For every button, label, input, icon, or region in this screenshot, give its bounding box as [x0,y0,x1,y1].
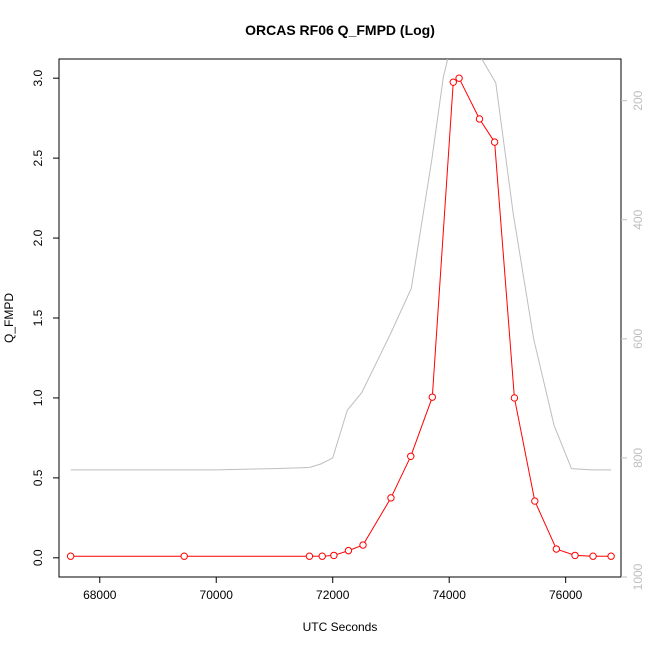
y-tick-label: 3.0 [31,70,45,87]
data-point [552,545,561,553]
series-segment [494,145,515,395]
data-point [305,552,314,560]
data-point [510,394,519,402]
series-segment [432,85,454,394]
series-segment [391,458,410,496]
series-segment [578,555,590,557]
series-segment [336,551,346,555]
data-point [449,78,457,86]
data-point [607,552,615,560]
y-tick-label: 2.0 [31,229,45,246]
data-point [531,497,539,505]
data-point [589,552,597,560]
x-tick-label: 72000 [316,588,350,602]
y-axis: 0.0 0.5 1.0 1.5 2.0 2.5 3.0 [31,70,59,566]
data-point [428,393,437,401]
y-tick-label: 1.5 [31,309,45,326]
series-segment [351,545,361,550]
data-point [490,138,499,146]
series-segment [480,121,494,140]
series-segment [514,400,535,499]
y2-tick-label: 800 [631,448,645,468]
x-tick-label: 74000 [433,588,467,602]
series-segment [411,399,432,454]
y-axis-label: Q_FMPD [2,293,16,343]
x-tick-label: 70000 [200,588,234,602]
y-tick-label: 0.5 [31,469,45,486]
series-segment [364,500,390,543]
series-segment [460,80,479,117]
y2-tick-label: 400 [631,209,645,229]
series-line-gray [70,59,612,471]
data-point [387,494,395,502]
y2-tick-label: 1000 [631,563,645,590]
x-tick-label: 76000 [549,588,583,602]
series-segment [535,503,556,547]
y2-tick-label: 200 [631,90,645,110]
y2-tick-label: 600 [631,329,645,349]
data-point [344,546,353,555]
series-layer [66,59,615,560]
y-tick-label: 1.0 [31,389,45,406]
y2-axis: 200 400 600 800 1000 [621,90,645,590]
data-point [318,552,326,560]
data-point [407,452,415,460]
chart-title: ORCAS RF06 Q_FMPD (Log) [245,22,435,38]
y-tick-label: 2.5 [31,149,45,166]
data-point [475,115,484,123]
data-point [455,74,463,82]
x-axis-label: UTC Seconds [303,620,378,634]
series-segment [559,549,573,555]
data-point [66,552,75,560]
data-point [180,552,188,560]
data-point [571,551,579,560]
x-axis: 68000 70000 72000 74000 76000 [83,577,583,602]
data-point [330,551,338,560]
y-tick-label: 0.0 [31,549,45,566]
data-point [359,541,367,549]
x-tick-label: 68000 [83,588,117,602]
